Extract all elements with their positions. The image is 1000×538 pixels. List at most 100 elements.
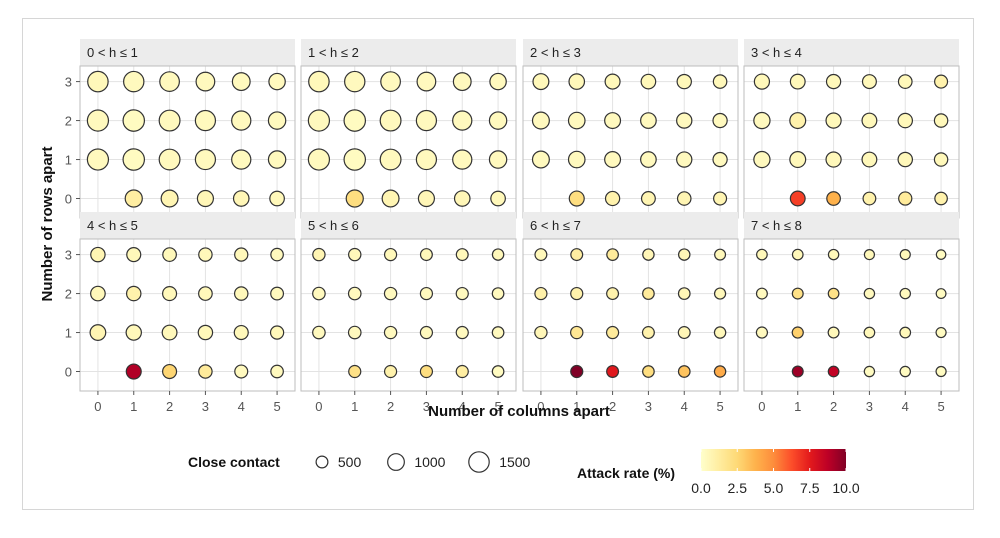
data-point (345, 189, 364, 208)
y-tick-label: 1 (65, 326, 72, 341)
data-point (825, 73, 842, 90)
panel-strip (744, 39, 959, 66)
panel-label: 7 < h ≤ 8 (751, 218, 802, 233)
x-tick-label: 3 (866, 399, 873, 414)
data-point (419, 325, 434, 340)
data-point (570, 248, 584, 262)
data-point (194, 148, 217, 171)
data-point (789, 112, 807, 130)
size-legend-key (468, 451, 490, 473)
data-point (863, 326, 876, 339)
data-point (714, 248, 727, 261)
data-point (753, 150, 771, 169)
data-point (789, 73, 806, 90)
data-point (606, 287, 620, 301)
data-point (158, 109, 181, 132)
data-point (713, 326, 727, 339)
data-point (755, 326, 769, 339)
data-point (789, 190, 806, 207)
data-point (160, 189, 179, 208)
data-point (162, 363, 178, 380)
data-point (159, 71, 180, 92)
data-point (604, 151, 622, 169)
data-point (604, 73, 621, 90)
panel-plot-area (744, 66, 959, 218)
panel-plot-area (80, 239, 295, 391)
data-point (827, 287, 840, 300)
data-point (196, 189, 215, 208)
panel-plot-area (80, 66, 295, 218)
data-point (712, 74, 728, 89)
data-point (87, 70, 109, 93)
x-tick-label: 3 (645, 399, 652, 414)
panel-border (743, 238, 960, 392)
data-point (791, 365, 804, 378)
panel: 4 < h ≤ 5 0 1 2 3 0 1 2 3 4 5 (65, 212, 296, 414)
data-point (568, 190, 585, 207)
data-point (125, 324, 142, 341)
data-point (348, 247, 362, 262)
data-point (122, 109, 146, 132)
data-point (491, 365, 505, 378)
data-point (232, 190, 250, 207)
data-point (642, 287, 655, 300)
data-point (379, 148, 402, 171)
panels-layer: 0 < h ≤ 1 0 1 2 3 1 < h ≤ 2 2 < h ≤ 3 3 < h ≤ 4… (65, 39, 960, 414)
data-point (899, 365, 911, 378)
data-point (863, 365, 876, 378)
data-point (568, 73, 586, 90)
x-tick-label: 2 (166, 399, 173, 414)
y-axis-title: Number of rows apart (39, 146, 56, 301)
data-point (863, 287, 876, 300)
data-point (712, 151, 728, 168)
data-point (270, 286, 285, 301)
data-point (534, 286, 548, 301)
data-point (604, 112, 622, 130)
x-tick-label: 0 (94, 399, 101, 414)
data-point (899, 287, 911, 300)
y-tick-label: 3 (65, 75, 72, 90)
color-legend-title: Attack rate (%) (577, 465, 675, 481)
data-point (606, 365, 620, 379)
data-point (312, 247, 326, 262)
data-point (158, 148, 181, 171)
panel: 1 < h ≤ 2 (300, 39, 517, 219)
data-point (677, 287, 691, 300)
data-point (863, 248, 876, 261)
panel-plot-area (523, 239, 738, 391)
data-point (677, 365, 691, 378)
x-tick-label: 3 (202, 399, 209, 414)
data-point (827, 326, 840, 339)
size-legend-label: 1500 (499, 454, 530, 470)
data-point (348, 364, 362, 379)
data-point (677, 326, 691, 340)
data-point (570, 364, 584, 379)
panel-strip (80, 212, 295, 239)
panel: 6 < h ≤ 7 0 1 2 3 4 5 (522, 212, 739, 414)
data-point (161, 324, 178, 341)
data-point (789, 151, 807, 169)
data-point (455, 325, 469, 340)
data-point (419, 248, 433, 262)
data-point (452, 110, 473, 131)
size-legend-key (315, 455, 329, 469)
data-point (897, 151, 914, 168)
data-point (267, 150, 287, 169)
data-point (641, 326, 655, 340)
data-point (126, 247, 142, 263)
data-point (89, 324, 107, 341)
y-tick-label: 1 (65, 153, 72, 168)
data-point (531, 150, 550, 169)
data-point (791, 248, 804, 261)
data-point (194, 109, 217, 132)
x-tick-label: 2 (830, 399, 837, 414)
data-point (756, 248, 768, 261)
data-point (125, 363, 142, 380)
data-point (604, 190, 621, 207)
panel-strip (523, 39, 738, 66)
color-legend-label: 10.0 (832, 480, 859, 496)
data-point (343, 148, 367, 171)
data-point (897, 74, 913, 89)
data-point (452, 149, 473, 170)
